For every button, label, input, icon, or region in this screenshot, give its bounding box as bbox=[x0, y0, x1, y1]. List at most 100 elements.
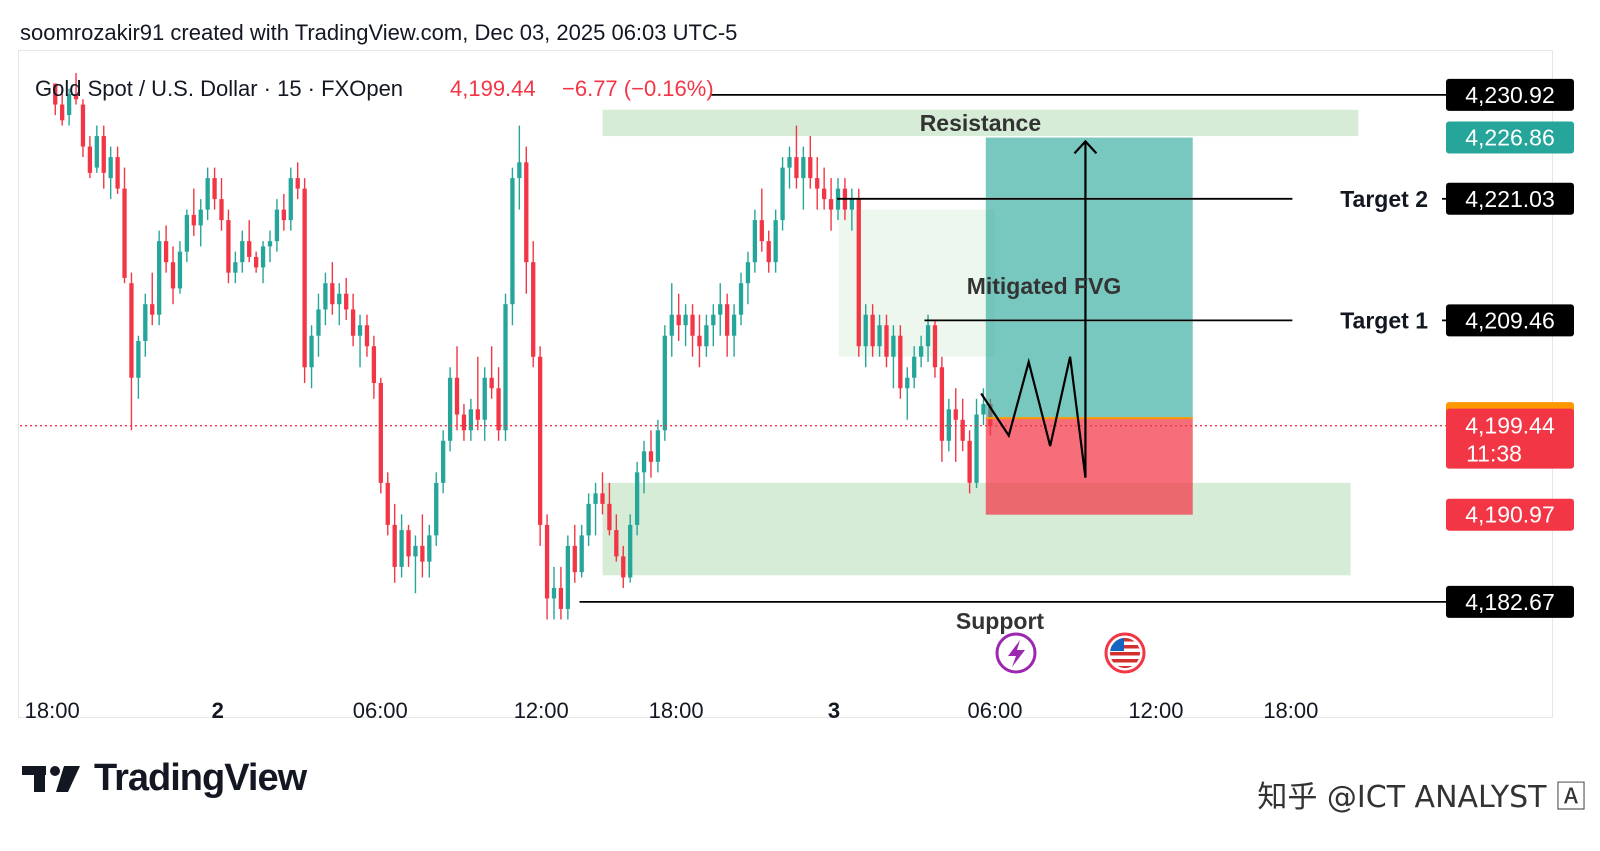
candle-body bbox=[766, 241, 771, 263]
candle bbox=[323, 272, 328, 326]
candle bbox=[544, 514, 550, 620]
candle-body bbox=[496, 388, 501, 431]
candle-body bbox=[731, 314, 737, 336]
candle-body bbox=[891, 335, 896, 357]
candle bbox=[738, 272, 744, 326]
candle bbox=[330, 262, 335, 315]
candle-body bbox=[718, 304, 723, 315]
candle bbox=[586, 493, 591, 546]
chart-frame[interactable] bbox=[18, 50, 1553, 718]
candle bbox=[725, 293, 730, 357]
candle-body bbox=[690, 314, 695, 336]
candle-body bbox=[274, 209, 280, 242]
candlestick-chart[interactable]: Gold Spot / U.S. Dollar · 15 · FXOpen 4,1… bbox=[0, 0, 1600, 730]
candle bbox=[634, 461, 640, 536]
price-label-text: 4,199.44 bbox=[1465, 413, 1555, 439]
candle bbox=[787, 146, 792, 189]
candle-body bbox=[309, 335, 314, 368]
candle bbox=[205, 167, 210, 221]
text-layer: Gold Spot / U.S. Dollar · 15 · FXOpen 4,1… bbox=[35, 76, 1428, 634]
candle bbox=[288, 167, 293, 231]
event-icons bbox=[995, 632, 1146, 674]
candle-body bbox=[392, 524, 397, 567]
candle-body bbox=[191, 214, 196, 226]
candle bbox=[274, 199, 280, 252]
candle-body bbox=[939, 367, 945, 441]
candle-body bbox=[385, 482, 390, 525]
candle-body bbox=[697, 335, 702, 347]
candle bbox=[73, 73, 79, 105]
price-label-bg bbox=[1446, 182, 1574, 215]
candle bbox=[905, 367, 910, 420]
candle-body bbox=[337, 293, 342, 305]
candles-layer bbox=[53, 73, 993, 620]
candle bbox=[281, 193, 286, 231]
candle bbox=[808, 136, 813, 189]
candle bbox=[163, 225, 169, 273]
candle-body bbox=[357, 325, 363, 336]
candle bbox=[350, 293, 356, 347]
candle-body bbox=[53, 83, 58, 105]
x-tick-label: 2 bbox=[212, 698, 224, 723]
candle bbox=[378, 377, 383, 494]
target-label: Target 1 bbox=[1340, 307, 1428, 333]
candle-body bbox=[150, 304, 155, 315]
candle-body bbox=[80, 104, 86, 147]
candle bbox=[143, 293, 148, 357]
x-tick-label: 06:00 bbox=[967, 698, 1022, 723]
candle bbox=[129, 272, 134, 431]
candle bbox=[253, 251, 259, 273]
candle-body bbox=[856, 199, 861, 347]
candle-body bbox=[932, 325, 938, 368]
price-label: 4,221.03 bbox=[1446, 182, 1574, 215]
candle-body bbox=[905, 377, 910, 389]
candle-body bbox=[482, 377, 487, 420]
candle-body bbox=[260, 246, 266, 268]
candle-body bbox=[565, 545, 570, 609]
candle-body bbox=[870, 314, 875, 347]
candle-body bbox=[863, 314, 868, 347]
candle bbox=[801, 146, 806, 210]
candle bbox=[794, 125, 799, 189]
candle-body bbox=[676, 314, 681, 326]
candle-body bbox=[586, 503, 591, 536]
candle-body bbox=[441, 440, 446, 483]
candle bbox=[773, 209, 778, 273]
lightning-event-icon[interactable] bbox=[995, 632, 1037, 674]
candle-body bbox=[108, 157, 113, 179]
candle bbox=[960, 398, 965, 452]
candle bbox=[780, 157, 785, 231]
candle-body bbox=[399, 530, 404, 567]
candle bbox=[614, 514, 619, 562]
candle bbox=[621, 545, 626, 588]
candle-body bbox=[946, 409, 951, 441]
price-label-text: 4,221.03 bbox=[1465, 186, 1555, 212]
candle-body bbox=[794, 157, 799, 179]
x-tick-label: 06:00 bbox=[353, 698, 408, 723]
candle bbox=[565, 535, 570, 620]
candle-body bbox=[205, 178, 210, 210]
candle-body bbox=[143, 304, 148, 341]
price-label: 4,209.46 bbox=[1446, 304, 1574, 337]
candle bbox=[676, 293, 681, 341]
x-tick-label: 18:00 bbox=[25, 698, 80, 723]
candle-body bbox=[849, 199, 854, 210]
candle-body bbox=[302, 188, 307, 368]
price-label: 4,226.86 bbox=[1446, 121, 1574, 154]
candle bbox=[101, 125, 106, 189]
candle bbox=[115, 146, 120, 194]
us-flag-event-icon[interactable] bbox=[1104, 632, 1146, 674]
price-label-text: 4,209.46 bbox=[1465, 307, 1555, 333]
candle bbox=[212, 167, 217, 210]
candle-body bbox=[898, 335, 903, 389]
candle-body bbox=[157, 241, 162, 315]
candle-body bbox=[247, 241, 252, 257]
candle bbox=[579, 524, 584, 578]
candle bbox=[157, 230, 162, 326]
candle bbox=[267, 230, 273, 263]
candle-body bbox=[648, 451, 654, 462]
candle-body bbox=[655, 430, 661, 462]
candle-body bbox=[711, 314, 716, 326]
candle bbox=[912, 346, 917, 389]
